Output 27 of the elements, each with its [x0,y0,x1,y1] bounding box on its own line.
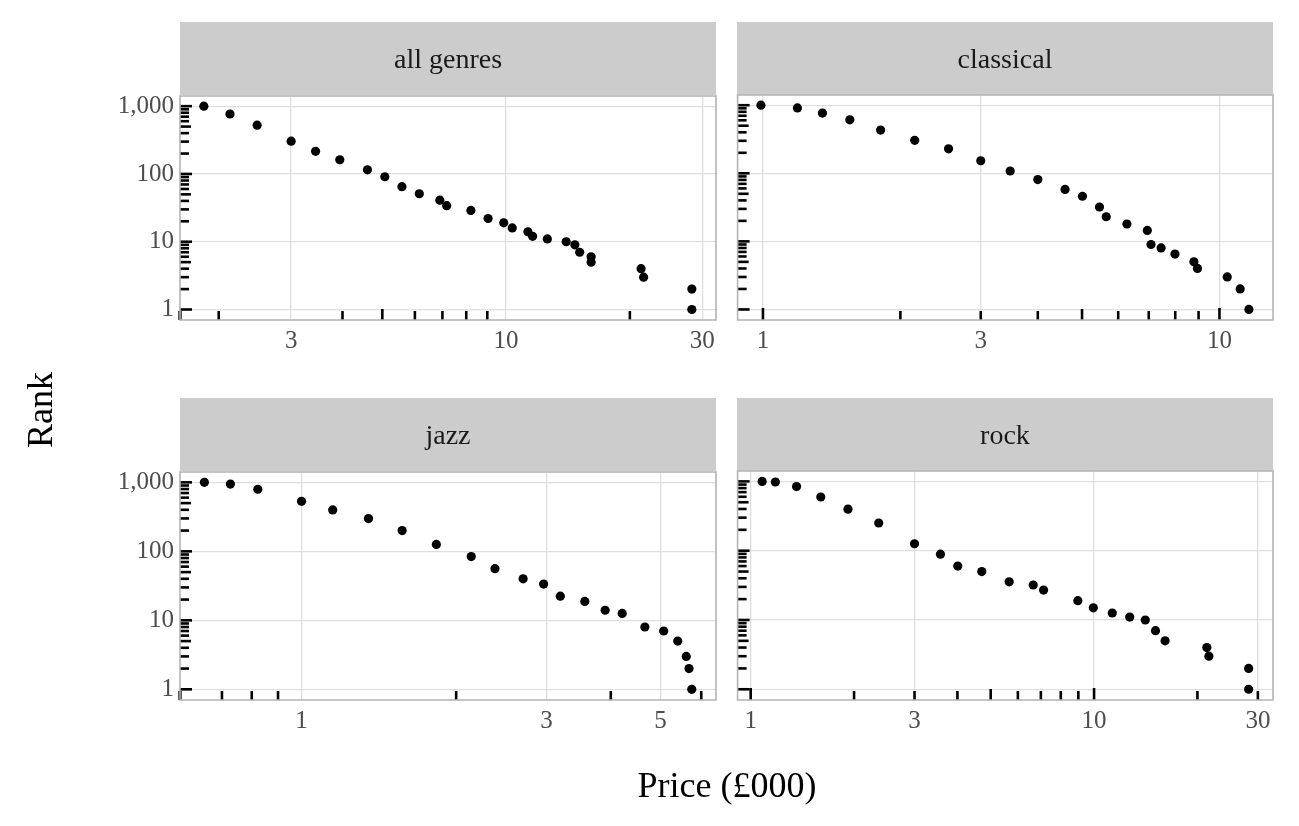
x-tick-label: 1 [756,325,770,353]
y-tick-label: 1 [161,294,174,322]
y-tick-label: 1 [161,673,174,701]
x-tick-label: 1 [744,705,757,733]
x-axis-title: Price (£000) [637,764,817,806]
x-tick-label: 1 [295,705,308,733]
x-tick-label: 3 [908,705,921,733]
y-tick-label: 1,000 [117,466,174,494]
x-tick-label: 3 [540,705,553,733]
x-tick-label: 10 [493,325,519,353]
x-tick-label: 30 [1245,705,1271,733]
chart-title: rock [737,398,1273,471]
x-tick-label: 3 [974,325,988,353]
y-tick-label: 100 [136,535,174,563]
x-tick-label: 3 [284,325,298,353]
y-axis-title: Rank [19,372,61,448]
x-tick-label: 10 [1081,705,1107,733]
chart-title: classical [737,22,1273,95]
chart-title: all genres [180,22,716,95]
y-tick-label: 10 [149,604,174,632]
chart-title: jazz [180,398,716,471]
y-tick-label: 10 [149,226,174,254]
y-tick-label: 1,000 [117,90,174,118]
x-tick-label: 5 [654,705,667,733]
x-tick-label: 10 [1206,325,1232,353]
x-tick-label: 30 [689,325,715,353]
y-tick-label: 100 [136,158,174,186]
